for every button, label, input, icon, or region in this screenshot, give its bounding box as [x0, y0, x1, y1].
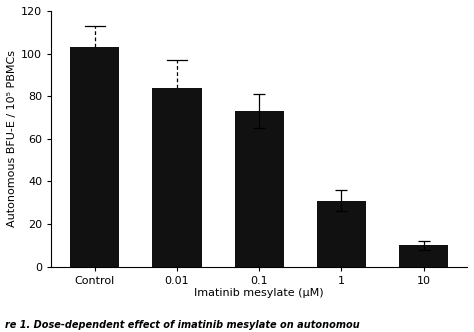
Bar	[152, 88, 201, 267]
Bar	[399, 245, 448, 267]
Bar	[235, 111, 284, 267]
Text: re 1. Dose-dependent effect of imatinib mesylate on autonomou: re 1. Dose-dependent effect of imatinib …	[5, 320, 359, 330]
Y-axis label: Autonomous BFU-E / 10⁵ PBMCs: Autonomous BFU-E / 10⁵ PBMCs	[7, 50, 17, 227]
X-axis label: Imatinib mesylate (μM): Imatinib mesylate (μM)	[194, 289, 324, 298]
Bar	[70, 47, 119, 267]
Bar	[317, 201, 366, 267]
